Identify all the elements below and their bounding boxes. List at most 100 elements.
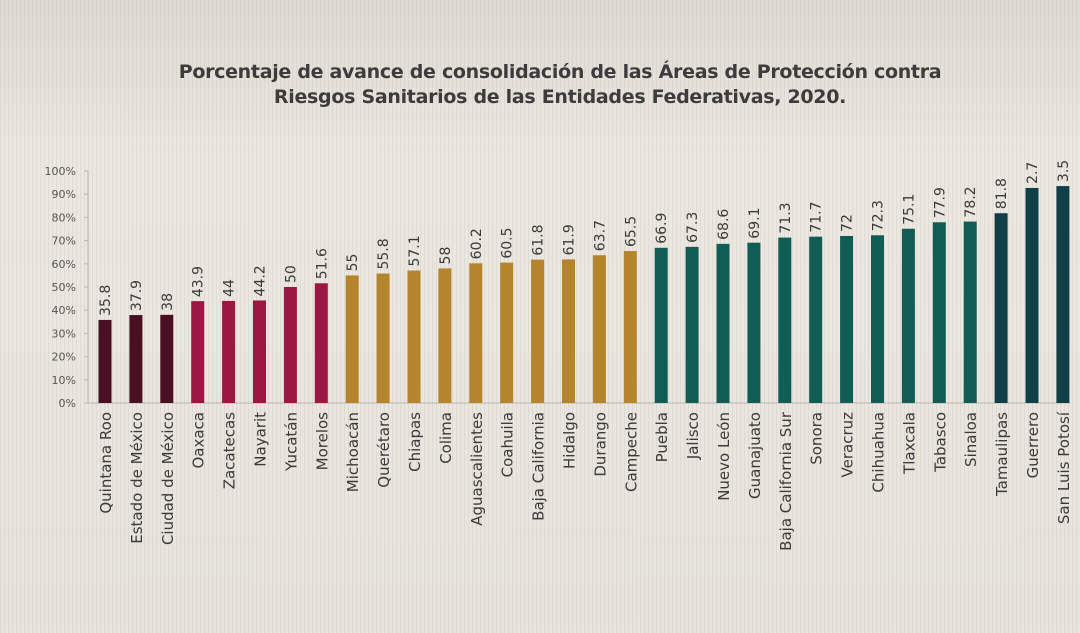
x-tick-label: Jalisco [684,412,702,460]
chart-title-line-2: Riesgos Sanitarios de las Entidades Fede… [273,86,847,108]
data-label: 61.8 [531,224,547,255]
y-tick-label: 30% [52,327,76,340]
bar [963,221,977,403]
y-tick-label: 100% [45,165,76,178]
bar [685,246,699,403]
y-tick-label: 70% [52,235,76,248]
chart-title: Porcentaje de avance de consolidación de… [60,60,1060,110]
bar [283,287,297,403]
bar [1025,187,1039,403]
data-label: 43.9 [191,266,207,297]
data-label: 71.3 [778,202,794,233]
bar [222,300,236,403]
bar [314,283,328,403]
x-tick-label: Michoacán [344,412,362,492]
data-label: 65.5 [623,216,639,247]
bar [747,242,761,403]
data-label: 72 [840,214,856,232]
bar [994,213,1008,403]
x-tick-label: Yucatán [282,412,300,472]
data-label: 60.5 [500,227,516,258]
data-label: 50 [283,265,299,283]
x-tick-label: Oaxaca [190,412,208,469]
data-label: 55.8 [376,238,392,269]
bar [407,270,421,403]
bar [623,251,637,403]
data-label: 66.9 [654,213,670,244]
x-tick-label: Chihuahua [870,412,888,493]
bar [376,273,390,403]
y-tick-label: 40% [52,304,76,317]
y-tick-label: 0% [59,397,76,410]
x-tick-label: Sonora [808,412,826,465]
y-tick-label: 50% [52,281,76,294]
data-label: 38 [160,293,176,311]
x-tick-label: Hidalgo [561,412,579,469]
bar [778,237,792,403]
x-tick-label: Guerrero [1024,412,1042,478]
x-tick-label: Querétaro [375,412,393,488]
x-tick-label: Baja California [530,412,548,521]
data-label: 77.9 [932,187,948,218]
bar [562,259,575,403]
y-tick-label: 10% [52,374,76,387]
data-label: 51.6 [314,248,330,279]
data-label: 44.2 [253,265,269,296]
bar [932,222,946,403]
data-label: 69.1 [747,208,763,239]
x-tick-label: Baja California Sur [777,411,795,551]
x-tick-label: Colima [437,412,455,464]
bar [1056,186,1070,403]
x-tick-label: Campeche [622,412,640,492]
data-label: 37.9 [129,280,145,311]
bar [160,314,174,403]
data-label: 75.1 [901,194,917,225]
x-tick-label: Chiapas [406,412,424,472]
x-tick-label: Nayarit [252,412,270,467]
chart-title-line-1: Porcentaje de avance de consolidación de… [178,61,942,83]
bar [438,268,452,403]
x-tick-label: San Luis Potosí [1055,411,1073,524]
x-tick-label: Coahuila [499,412,517,477]
bar [253,300,266,403]
data-label: 81.8 [994,178,1010,209]
bar [809,236,823,403]
x-tick-label: Zacatecas [221,412,239,489]
bar [871,235,884,403]
data-label: 71.7 [809,201,825,232]
data-label: 63.7 [592,220,608,251]
x-tick-label: Veracruz [839,412,857,478]
bar [840,235,854,403]
data-label: 2.7 [1025,162,1041,184]
bar [592,255,606,403]
x-tick-label: Tamaulipas [993,412,1011,497]
bar [531,259,545,403]
bar [345,275,359,403]
y-tick-label: 60% [52,258,76,271]
x-tick-label: Quintana Roo [97,412,115,514]
bar [191,301,205,403]
x-tick-label: Sinaloa [962,412,980,467]
x-tick-label: Guanajuato [746,412,764,499]
x-tick-label: Puebla [653,412,671,462]
bar [129,315,143,403]
data-label: 57.1 [407,235,423,266]
bar [500,262,514,403]
data-label: 44 [222,279,238,297]
bar [469,263,483,403]
data-label: 61.9 [562,224,578,255]
data-label: 67.3 [685,212,701,243]
data-label: 35.8 [98,285,114,316]
x-tick-label: Ciudad de México [159,412,177,545]
bar [98,319,112,403]
x-tick-label: Morelos [313,412,331,471]
bar [901,228,915,403]
data-label: 3.5 [1056,160,1072,182]
data-label: 60.2 [469,228,485,259]
y-tick-label: 20% [52,351,76,364]
x-tick-label: Durango [591,412,609,477]
data-label: 78.2 [963,186,979,217]
bar [716,243,730,403]
x-tick-label: Aguascalientes [468,412,486,526]
